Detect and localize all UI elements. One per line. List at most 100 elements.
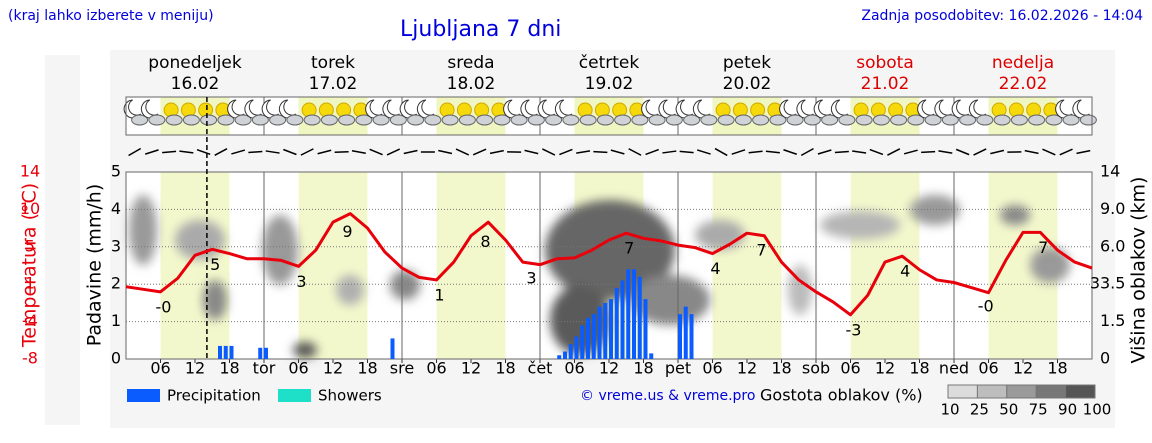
cloud xyxy=(200,114,218,126)
cloud xyxy=(838,114,856,126)
wind-barb xyxy=(472,148,487,156)
wind-barb xyxy=(679,150,694,154)
temperature-tick-label: -8 xyxy=(22,349,38,368)
temperature-annotation: 4 xyxy=(710,259,720,278)
day-date: 20.02 xyxy=(723,74,772,94)
weather-icon xyxy=(491,102,511,126)
y2-tick-label: 9.0 xyxy=(1100,199,1125,218)
cloud xyxy=(1045,114,1063,126)
precip-bar xyxy=(258,347,263,359)
y2-tick-label: 6.0 xyxy=(1100,236,1125,255)
daylight-band xyxy=(712,172,782,359)
cloud xyxy=(803,114,821,126)
weather-icon xyxy=(140,99,166,126)
wind-barb xyxy=(696,149,711,155)
temperature-annotation: 3 xyxy=(526,268,536,287)
precip-bar xyxy=(597,306,602,359)
cloud xyxy=(320,114,338,126)
temperature-tick-label: 10 xyxy=(20,199,40,218)
x-tick-label: 12 xyxy=(875,359,895,378)
density-level: 10 xyxy=(940,401,959,419)
x-tick-label: 06 xyxy=(564,359,584,378)
precip-bar xyxy=(264,347,268,359)
day-date: 22.02 xyxy=(999,74,1048,94)
precip-bar xyxy=(568,344,573,359)
cloud xyxy=(269,114,287,126)
weather-icon xyxy=(968,99,994,126)
weather-icon xyxy=(301,102,321,126)
x-tick-label: tor xyxy=(253,359,276,378)
x-tick-label: 12 xyxy=(461,359,481,378)
wind-barb xyxy=(317,149,332,155)
y-tick-label: 0 xyxy=(111,349,121,368)
y-tick-label: 5 xyxy=(111,162,121,181)
wind-barb xyxy=(196,148,211,156)
temperature-annotation: 5 xyxy=(210,255,220,274)
cloud xyxy=(648,114,666,126)
weather-icon xyxy=(917,99,942,126)
cloud-blob xyxy=(262,215,298,285)
wind-barb xyxy=(265,150,280,154)
density-swatch xyxy=(1035,384,1067,399)
wind-barb xyxy=(524,149,539,155)
x-tick-label: ned xyxy=(939,359,969,378)
precip-bar xyxy=(580,325,585,359)
wind-barb xyxy=(662,150,677,154)
wind-barb xyxy=(887,148,901,156)
weather-icon xyxy=(537,99,563,126)
weather-icon xyxy=(227,99,252,126)
y-tick-label: 2 xyxy=(111,274,121,293)
left-strip xyxy=(45,55,80,425)
precip-bar xyxy=(603,302,608,359)
cloud xyxy=(924,114,942,126)
weather-icon xyxy=(198,102,218,126)
day-date: 19.02 xyxy=(585,74,634,94)
temperature-tick-label: 1 xyxy=(25,274,35,293)
precip-bar xyxy=(574,336,579,359)
cloud xyxy=(217,114,235,126)
weather-icon xyxy=(520,99,545,126)
x-tick-label: 18 xyxy=(357,359,377,378)
density-swatch xyxy=(976,384,1008,399)
cloud xyxy=(872,114,890,126)
weather-icon xyxy=(353,102,373,126)
x-tick-label: 06 xyxy=(150,359,170,378)
cloud xyxy=(182,114,200,126)
precip-bar xyxy=(557,355,562,359)
temperature-annotation: -3 xyxy=(846,320,862,339)
y2-axis-label: Višina oblakov (km) xyxy=(1128,177,1150,364)
cloud xyxy=(1062,114,1080,126)
cloud xyxy=(821,114,839,126)
wind-barb xyxy=(489,149,504,155)
daylight-band xyxy=(298,172,368,359)
x-tick-label: 12 xyxy=(737,359,757,378)
wind-barb xyxy=(1024,149,1039,155)
cloud-blob xyxy=(820,211,900,239)
wind-barb xyxy=(1042,148,1056,156)
day-name: ponedeljek xyxy=(148,53,242,73)
temperature-annotation: 7 xyxy=(1038,238,1048,257)
weather-icon xyxy=(991,102,1011,126)
weather-icon xyxy=(830,99,856,126)
precip-bar xyxy=(614,287,619,359)
weather-icon xyxy=(813,99,839,126)
y-tick-label: 3 xyxy=(111,236,121,255)
wind-barb xyxy=(731,149,746,155)
cloud xyxy=(562,114,580,126)
temperature-annotation: 3 xyxy=(296,272,306,291)
temperature-annotation: 7 xyxy=(624,239,634,258)
wind-barb xyxy=(852,150,867,154)
cloud xyxy=(734,114,752,126)
weather-icon xyxy=(951,99,977,126)
density-swatch xyxy=(947,384,978,399)
weather-icon xyxy=(675,99,701,126)
y-tick-label: 1 xyxy=(111,311,121,330)
y2-tick-label: 14 xyxy=(1100,162,1120,181)
precip-bar xyxy=(632,269,636,359)
weather-icon xyxy=(318,102,338,126)
wind-barb xyxy=(144,149,159,155)
y2-tick-label: 3.5 xyxy=(1100,274,1125,293)
day-name: četrtek xyxy=(579,53,640,73)
wind-barb xyxy=(369,148,383,156)
precip-bar xyxy=(591,314,596,359)
